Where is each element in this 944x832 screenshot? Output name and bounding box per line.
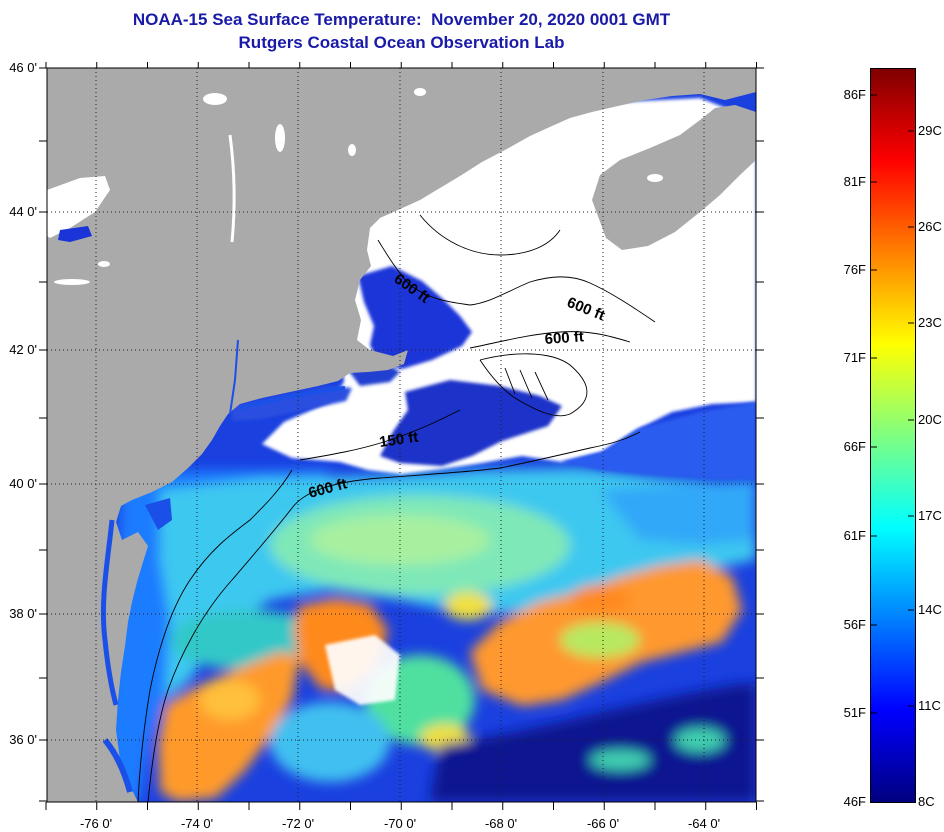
longitude-label: -64 0' bbox=[687, 816, 721, 831]
colorbar-celsius-label: 20C bbox=[918, 412, 942, 427]
lake-patch bbox=[647, 174, 663, 182]
colorbar-celsius-label: 23C bbox=[918, 315, 942, 330]
lake-champlain bbox=[228, 134, 236, 243]
colorbar-celsius-label: 26C bbox=[918, 219, 942, 234]
chesapeake-bay bbox=[100, 519, 119, 706]
land-nova-scotia bbox=[592, 105, 756, 250]
contour-gulf-nearshore bbox=[419, 214, 561, 256]
sst-yellow-patch bbox=[200, 680, 260, 720]
long-island-sound bbox=[239, 386, 346, 410]
longitude-label: -76 0' bbox=[79, 816, 113, 831]
colorbar-fahrenheit-label: 81F bbox=[843, 174, 866, 189]
sst-cyan-patch-south bbox=[270, 702, 390, 782]
axis-ticks bbox=[39, 62, 914, 810]
pamlico-sound bbox=[102, 738, 133, 793]
sst-map: 600 ft 600 ft 600 ft 150 ft 600 ft bbox=[47, 68, 756, 802]
longitude-label: -68 0' bbox=[484, 816, 518, 831]
contour-label: 600 ft bbox=[544, 328, 584, 348]
colorbar-celsius-label: 14C bbox=[918, 602, 942, 617]
colorbar-celsius-label: 11C bbox=[918, 698, 941, 713]
colorbar-fahrenheit-label: 46F bbox=[843, 794, 866, 809]
colorbar-celsius-label: 8C bbox=[918, 794, 935, 809]
contour-label: 150 ft bbox=[378, 429, 419, 451]
latitude-label: 38 0' bbox=[9, 606, 37, 621]
contour-600ft-gulf-south bbox=[469, 331, 631, 349]
colorbar-celsius-label: 17C bbox=[918, 508, 942, 523]
colorbar-fahrenheit-label: 76F bbox=[843, 262, 866, 277]
latitude-label: 44 0' bbox=[9, 204, 37, 219]
latitude-label: 40 0' bbox=[9, 476, 37, 491]
colorbar-fahrenheit-label: 61F bbox=[843, 528, 866, 543]
bays bbox=[100, 339, 346, 793]
lake-ontario-clear bbox=[58, 226, 92, 242]
sst-coastal-blue bbox=[100, 470, 330, 802]
latitude-label: 42 0' bbox=[9, 342, 37, 357]
contour-georges-shoals bbox=[504, 367, 549, 401]
lake-patch bbox=[54, 279, 90, 285]
lake-ontario bbox=[47, 176, 110, 238]
lake-patch bbox=[98, 261, 110, 267]
hudson-river bbox=[229, 339, 239, 415]
sst-yellowgreen-patch bbox=[560, 622, 640, 658]
longitude-label: -74 0' bbox=[180, 816, 214, 831]
colorbar-fahrenheit-label: 56F bbox=[843, 617, 866, 632]
inland-clouds-lakes bbox=[47, 88, 663, 285]
sst-cold-southeast bbox=[430, 684, 756, 802]
lake-patch bbox=[414, 88, 426, 96]
depth-contours bbox=[137, 214, 656, 802]
colorbar-celsius-label: 29C bbox=[918, 123, 942, 138]
sst-orange-eddy bbox=[570, 585, 630, 615]
delaware-bay bbox=[145, 498, 172, 530]
colorbar-fahrenheit-label: 51F bbox=[843, 705, 866, 720]
longitude-label: -72 0' bbox=[281, 816, 315, 831]
sst-field bbox=[100, 468, 756, 802]
sst-warm-patch-southwest bbox=[158, 652, 300, 802]
latitude-label: 46 0' bbox=[9, 60, 37, 75]
title-line-1: NOAA-15 Sea Surface Temperature: Novembe… bbox=[132, 10, 671, 29]
lake-patch bbox=[203, 93, 227, 105]
cloud-gaps bbox=[232, 266, 756, 480]
colorbar-fahrenheit-label: 66F bbox=[843, 439, 866, 454]
gulf-of-maine-gap bbox=[358, 266, 472, 369]
longitude-label: -66 0' bbox=[586, 816, 620, 831]
contour-600ft-gulf-of-maine bbox=[377, 239, 656, 323]
contour-georges-bank bbox=[479, 353, 588, 417]
sst-green-eddy-1 bbox=[590, 750, 650, 770]
sst-yellow-patch-2 bbox=[444, 592, 492, 620]
contour-150ft-coastal bbox=[137, 469, 293, 802]
long-island-gap bbox=[232, 386, 352, 421]
title-line-2: Rutgers Coastal Ocean Observation Lab bbox=[238, 33, 565, 52]
colorbar-fahrenheit-label: 86F bbox=[843, 87, 866, 102]
lake-patch bbox=[348, 144, 356, 156]
contour-150ft-nantucket bbox=[299, 409, 461, 461]
contour-600ft-shelf-break bbox=[147, 431, 641, 802]
nantucket-gap bbox=[380, 380, 562, 466]
ocean-cloud-patch bbox=[325, 635, 400, 705]
figure-title: NOAA-15 Sea Surface Temperature: Novembe… bbox=[47, 0, 756, 60]
lake-patch bbox=[275, 124, 285, 152]
georges-edge-gap bbox=[560, 402, 756, 480]
sst-right-blue bbox=[600, 480, 756, 545]
longitude-label: -70 0' bbox=[383, 816, 417, 831]
colorbar-fahrenheit-label: 71F bbox=[843, 350, 866, 365]
latitude-label: 36 0' bbox=[9, 732, 37, 747]
land-mainland bbox=[47, 68, 756, 802]
temperature-colorbar bbox=[870, 68, 916, 803]
